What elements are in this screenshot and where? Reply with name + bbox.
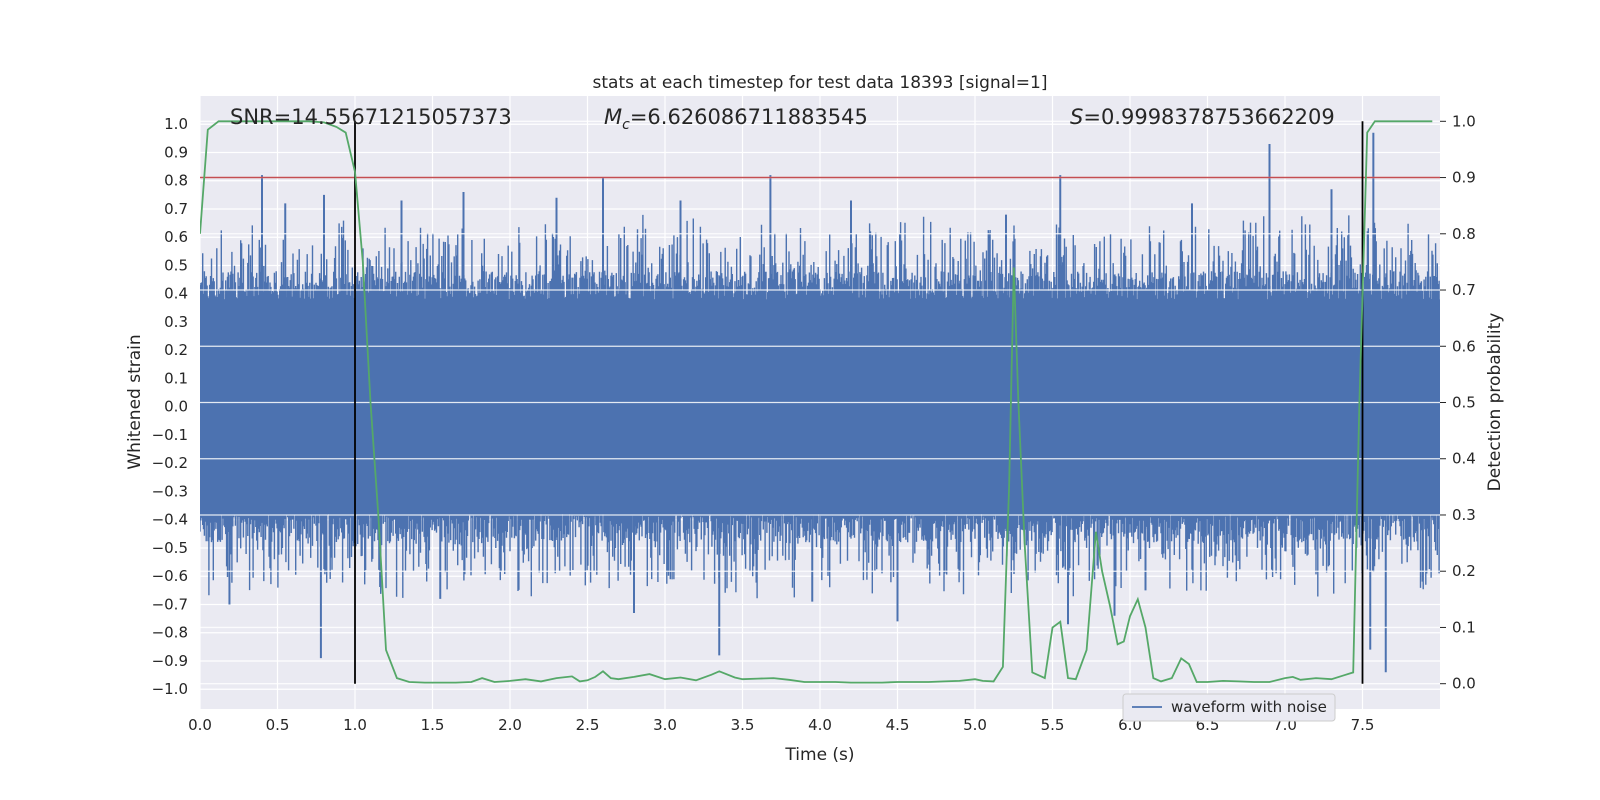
x-tick-label: 1.0	[343, 716, 367, 734]
y-right-tick-label: 0.9	[1452, 169, 1476, 187]
x-axis-label: Time (s)	[784, 745, 854, 765]
y-left-tick-label: −0.6	[152, 567, 188, 585]
x-tick-label: 1.5	[421, 716, 445, 734]
y-left-tick-label: −0.9	[152, 652, 188, 670]
y-left-tick-label: −0.3	[152, 482, 188, 500]
x-tick-label: 0.5	[266, 716, 290, 734]
y-right-tick-labels: 1.0 0.9 0.8 0.7 0.6 0.5 0.4 0.3 0.2 0.1 0.0	[1440, 112, 1476, 693]
y-left-tick-label: 0.7	[164, 200, 188, 218]
y-right-tick-label: 0.5	[1452, 394, 1476, 412]
x-tick-label: 7.5	[1351, 716, 1375, 734]
y-right-tick-label: 0.7	[1452, 281, 1476, 299]
x-tick-label: 2.5	[576, 716, 600, 734]
x-tick-label: 4.5	[886, 716, 910, 734]
strain-gridline-overlay	[200, 120, 1440, 685]
y-right-tick-label: 1.0	[1452, 112, 1476, 130]
waveform-core	[200, 299, 1440, 515]
y-left-axis-label: Whitened strain	[125, 334, 145, 469]
y-left-tick-label: −1.0	[152, 680, 188, 698]
y-left-tick-label: 0.8	[164, 172, 188, 190]
y-right-tick-label: 0.1	[1452, 618, 1476, 636]
y-left-tick-label: 0.5	[164, 256, 188, 274]
legend: waveform with noise	[1122, 693, 1336, 722]
y-left-tick-label: −0.4	[152, 511, 188, 529]
y-right-tick-label: 0.6	[1452, 337, 1476, 355]
y-right-tick-label: 0.3	[1452, 506, 1476, 524]
score-annotation: S=0.9998378753662209	[1070, 105, 1335, 129]
y-left-tick-label: 0.3	[164, 313, 188, 331]
x-tick-label: 0.0	[188, 716, 212, 734]
y-right-tick-label: 0.8	[1452, 225, 1476, 243]
y-left-tick-label: 0.6	[164, 228, 188, 246]
y-left-tick-label: −0.7	[152, 595, 188, 613]
event-boundary-lines	[354, 121, 1364, 684]
y-left-tick-label: 0.4	[164, 285, 188, 303]
x-tick-label: 3.0	[653, 716, 677, 734]
x-tick-label: 5.5	[1041, 716, 1065, 734]
y-left-tick-label: −0.1	[152, 426, 188, 444]
y-right-tick-label: 0.2	[1452, 562, 1476, 580]
x-tick-label: 2.0	[498, 716, 522, 734]
y-left-tick-labels: 1.0 0.9 0.8 0.7 0.6 0.5 0.4 0.3 0.2 0.1 0.0 −0.1 −0.…	[152, 115, 188, 698]
waveform-with-noise-series	[200, 132, 1440, 673]
x-tick-label: 4.0	[808, 716, 832, 734]
chart-title: stats at each timestep for test data 183…	[593, 73, 1048, 93]
y-left-tick-label: −0.5	[152, 539, 188, 557]
chirp-mass-annotation: Mc=6.626086711883545	[604, 105, 868, 133]
y-left-tick-label: 0.2	[164, 341, 188, 359]
y-right-tick-label: 0.0	[1452, 675, 1476, 693]
legend-label-waveform: waveform with noise	[1171, 698, 1327, 716]
x-tick-label: 5.0	[963, 716, 987, 734]
y-left-tick-label: −0.2	[152, 454, 188, 472]
legend-box	[1122, 693, 1336, 722]
y-left-tick-label: −0.8	[152, 624, 188, 642]
detection-probability-series	[200, 120, 1433, 684]
y-left-tick-label: 1.0	[164, 115, 188, 133]
y-right-tick-label: 0.4	[1452, 450, 1476, 468]
x-tick-label: 3.5	[731, 716, 755, 734]
y-right-axis-label: Detection probability	[1485, 313, 1505, 492]
snr-annotation: SNR=14.55671215057373	[230, 105, 512, 129]
y-left-tick-label: 0.9	[164, 143, 188, 161]
y-left-tick-label: 0.0	[164, 398, 188, 416]
y-left-tick-label: 0.1	[164, 369, 188, 387]
